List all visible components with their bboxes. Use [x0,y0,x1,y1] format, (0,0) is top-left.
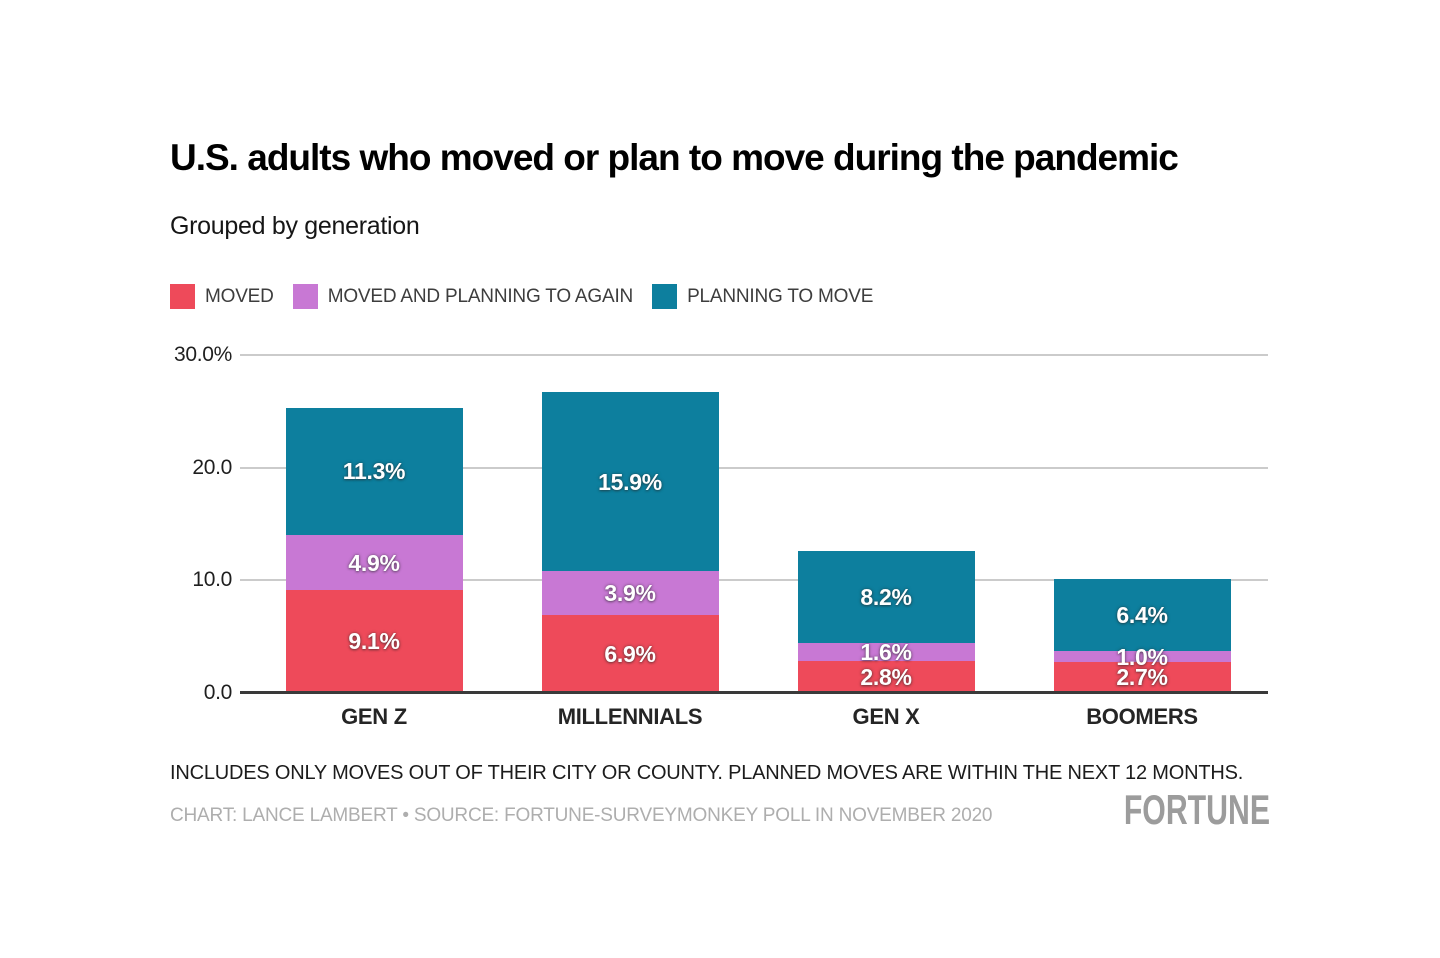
bar-segment [541,571,719,615]
x-axis-label: GEN Z [341,704,407,729]
bar-segment [797,550,975,643]
bar-segment [285,535,463,591]
bar-segment [797,661,975,693]
fortune-logo: FORTUNE [1123,786,1270,833]
x-axis-label: GEN X [852,704,920,729]
bar-value-label: 11.3% [342,458,406,485]
bar-value-label: 15.9% [598,468,662,495]
chart-subtitle: Grouped by generation [170,212,420,240]
legend-label: MOVED AND PLANNING TO AGAIN [327,285,634,307]
bar-segment [541,614,719,693]
bar-segment [1053,578,1231,651]
bar-value-label: 4.9% [348,549,400,576]
bar-value-label: 2.7% [1116,664,1168,691]
footnote: INCLUDES ONLY MOVES OUT OF THEIR CITY OR… [170,762,1244,784]
bar-value-label: 3.9% [604,579,656,606]
bar-segment [1053,662,1231,693]
credit-line: CHART: LANCE LAMBERT • SOURCE: FORTUNE-S… [170,805,993,826]
chart-title: U.S. adults who moved or plan to move du… [170,136,1179,178]
gridline [240,579,1268,581]
bar-segment [285,407,463,535]
bar-value-label: 1.0% [1116,643,1168,670]
y-axis-tick: 0.0 [203,680,233,704]
bar-segment [1053,650,1231,663]
bar-value-label: 6.9% [604,640,656,667]
legend-label: PLANNING TO MOVE [687,285,874,307]
legend-label: MOVED [205,285,274,307]
bar-value-label: 8.2% [860,583,912,610]
y-axis-tick: 10.0 [192,568,232,591]
bar-segment [285,590,463,693]
x-axis-label: MILLENNIALS [557,704,703,729]
gridline [240,354,1268,356]
legend-swatch [170,284,195,309]
legend: MOVED MOVED AND PLANNING TO AGAIN PLANNING… [170,284,892,309]
x-axis-label: BOOMERS [1086,704,1198,729]
bar-value-label: 1.6% [860,639,912,665]
y-axis-tick: 30.0% [173,343,232,366]
legend-item: MOVED AND PLANNING TO AGAIN [292,284,634,309]
legend-item: PLANNING TO MOVE [652,284,873,309]
bar-value-label: 6.4% [1116,601,1168,628]
gridline [240,466,1268,469]
x-axis-line [240,691,1268,694]
bar-value-label: 2.8% [860,663,912,690]
y-axis-tick: 20.0 [192,455,232,479]
legend-swatch [292,284,318,309]
bar-value-label: 9.1% [348,628,400,655]
bar-segment [541,392,719,571]
bar-segment [797,643,975,661]
legend-swatch [652,284,678,309]
legend-item: MOVED [170,284,274,309]
